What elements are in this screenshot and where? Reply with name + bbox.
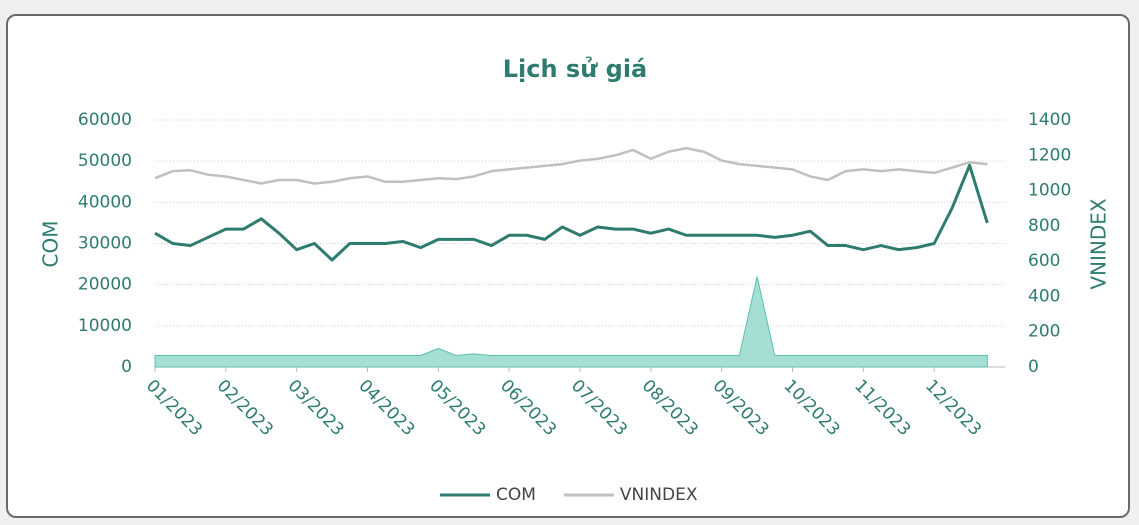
line — [154, 146, 988, 185]
y2-tick-label: 0 — [1028, 357, 1039, 377]
x-tick-label: 12/2023 — [921, 376, 985, 440]
x-tick-label: 09/2023 — [709, 376, 773, 440]
x-tick-label: 05/2023 — [425, 376, 489, 440]
legend-label: COM — [496, 485, 536, 505]
y-tick-label: 0 — [121, 357, 132, 377]
y2-tick-label: 600 — [1028, 251, 1060, 271]
y-tick-label: 20000 — [78, 275, 132, 295]
x-tick-label: 04/2023 — [354, 376, 418, 440]
area — [154, 276, 988, 368]
x-tick-label: 06/2023 — [496, 376, 560, 440]
y-tick-label: 50000 — [78, 151, 132, 171]
y-tick-label: 40000 — [78, 192, 132, 212]
x-tick-label: 08/2023 — [638, 376, 702, 440]
x-tick-label: 11/2023 — [850, 376, 914, 440]
line — [154, 163, 989, 262]
chart-card — [6, 14, 1130, 518]
chart-title: Lịch sử giá — [503, 55, 648, 83]
y2-tick-label: 1000 — [1028, 181, 1071, 201]
y2-axis-label: VNINDEX — [1087, 198, 1111, 290]
legend-label: VNINDEX — [620, 485, 698, 505]
y-tick-label: 10000 — [78, 316, 132, 336]
y-tick-label: 60000 — [78, 110, 132, 130]
x-tick-label: 03/2023 — [284, 376, 348, 440]
y2-tick-label: 1200 — [1028, 145, 1071, 165]
x-tick-label: 02/2023 — [213, 376, 277, 440]
y-axis-label: COM — [39, 221, 63, 268]
x-tick-label: 07/2023 — [567, 376, 631, 440]
x-tick-label: 01/2023 — [142, 376, 206, 440]
y2-tick-label: 800 — [1028, 216, 1060, 236]
y2-tick-label: 200 — [1028, 322, 1060, 342]
y2-tick-label: 1400 — [1028, 110, 1071, 130]
y-tick-label: 30000 — [78, 234, 132, 254]
x-tick-label: 10/2023 — [779, 376, 843, 440]
y2-tick-label: 400 — [1028, 286, 1060, 306]
